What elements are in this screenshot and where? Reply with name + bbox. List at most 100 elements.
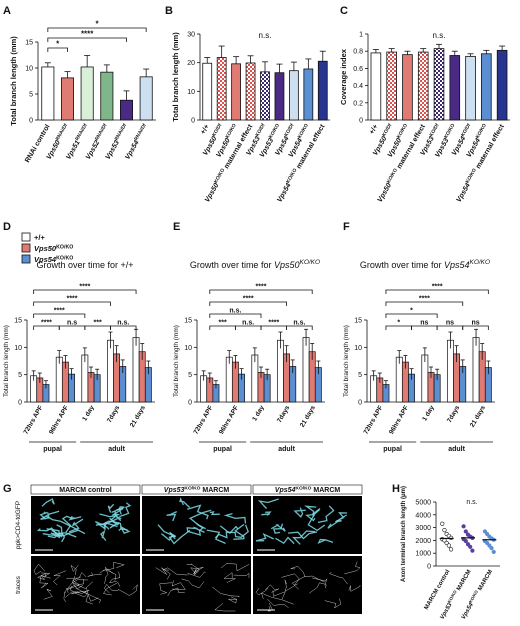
microscopy-image <box>31 496 140 554</box>
C-bar <box>433 48 445 121</box>
H-point <box>446 543 451 548</box>
E-x-tick-label: 96hrs APF <box>218 404 240 435</box>
branch-path <box>43 588 53 600</box>
D-x-tick-label: 7days <box>106 404 121 424</box>
A-bar <box>41 66 55 121</box>
branch-path <box>85 593 99 605</box>
branch-path <box>324 598 342 609</box>
branch-path <box>162 567 188 576</box>
column-header: Vps53KO/KO MARCM <box>164 486 230 494</box>
F-bar <box>472 337 480 403</box>
E-significance-bracket <box>235 325 262 330</box>
H-point <box>491 549 496 555</box>
trace-image <box>253 556 362 614</box>
branch-path <box>214 603 236 612</box>
branch-path <box>111 520 128 531</box>
B-bar <box>245 62 256 121</box>
branch-path <box>307 514 326 532</box>
C-bar <box>417 51 429 121</box>
branch-path <box>270 524 286 532</box>
F-bar <box>447 339 454 403</box>
A-y-tick-label: 10 <box>25 66 33 73</box>
panel-label-a: A <box>3 5 11 17</box>
D-significance-bracket <box>33 301 111 306</box>
H-point <box>461 524 466 529</box>
D-y-tick-label: 10 <box>14 345 22 352</box>
H-point <box>465 542 471 547</box>
branch-path <box>155 567 171 580</box>
branch-path <box>281 573 300 586</box>
F-significance-bracket <box>385 289 489 294</box>
panel-label-e: E <box>173 221 180 233</box>
C-annotation: n.s. <box>433 31 446 40</box>
branch-path <box>109 571 121 584</box>
F-significance-label: ns <box>471 320 479 327</box>
E-group-label: adult <box>278 446 295 453</box>
F-x-tick-label: 1 day <box>421 404 436 422</box>
E-significance-label: **** <box>268 320 279 327</box>
E-significance-bracket <box>209 325 236 330</box>
branch-path <box>186 563 199 573</box>
H-point <box>482 529 488 534</box>
branch-path <box>111 506 125 515</box>
F-significance-bracket <box>385 313 438 318</box>
branch-path <box>70 586 90 594</box>
B-bar <box>260 71 270 121</box>
branch-path <box>228 596 237 604</box>
D-significance-label: **** <box>79 284 90 291</box>
D-significance-label: **** <box>54 308 65 315</box>
branch-path <box>39 576 49 589</box>
branch-path <box>72 579 88 590</box>
B-bar <box>231 63 241 121</box>
E-significance-label: n.s. <box>293 320 305 327</box>
column-header: Vps54KO/KO MARCM <box>275 486 341 494</box>
panel-label-f: F <box>343 221 350 233</box>
branch-path <box>159 582 173 595</box>
H-point <box>444 540 449 546</box>
F-y-tick-label: 10 <box>354 345 362 352</box>
F-significance-label: * <box>397 320 400 327</box>
chart-d: Growth over time for +/+ 0 5 10 15 Total bran… <box>3 260 155 453</box>
E-x-tick-label: 7days <box>276 404 291 424</box>
F-significance-label: ns <box>446 320 454 327</box>
legend-swatch <box>21 243 31 253</box>
branch-path <box>261 592 294 605</box>
A-y-tick-label: 0 <box>29 118 33 125</box>
H-y-tick-label: 3000 <box>415 525 431 532</box>
branch-path <box>233 572 250 578</box>
E-title: Growth over time for Vps50KO/KO <box>190 259 320 270</box>
branch-path <box>193 566 204 575</box>
D-significance-bracket <box>33 325 60 330</box>
D-y-tick-label: 0 <box>18 400 22 407</box>
E-significance-label: *** <box>219 320 227 327</box>
D-title: Growth over time for +/+ <box>36 260 133 270</box>
H-point <box>470 548 475 553</box>
branch-path <box>40 510 60 520</box>
branch-path <box>61 515 73 533</box>
branch-path <box>212 586 240 597</box>
branch-path <box>104 583 119 594</box>
H-point <box>440 521 445 526</box>
B-bar <box>289 70 299 121</box>
F-significance-label: ns <box>420 320 428 327</box>
H-point <box>463 529 468 534</box>
branch-path <box>290 566 306 577</box>
H-y-label: Axon terminal branch length (μm) <box>401 486 407 582</box>
F-x-tick-label: 21 days <box>469 404 487 428</box>
D-x-tick-label: 21 days <box>129 404 147 428</box>
panel-label-b: B <box>165 5 173 17</box>
C-y-tick-label: 0.8 <box>353 49 363 56</box>
C-y-label: Coverage index <box>339 48 348 105</box>
row-label: ppk>CD4-tdGFP <box>15 501 22 549</box>
C-bar <box>465 55 476 121</box>
D-y-label: Total branch length (mm) <box>3 325 10 397</box>
C-y-tick-label: 0.2 <box>353 100 363 107</box>
branch-path <box>42 529 79 537</box>
branch-path <box>344 561 361 575</box>
F-significance-label: **** <box>419 296 430 303</box>
branch-path <box>348 585 361 592</box>
B-x-tick-label: +/+ <box>200 124 211 136</box>
E-y-tick-label: 5 <box>188 372 192 379</box>
branch-path <box>114 511 122 522</box>
